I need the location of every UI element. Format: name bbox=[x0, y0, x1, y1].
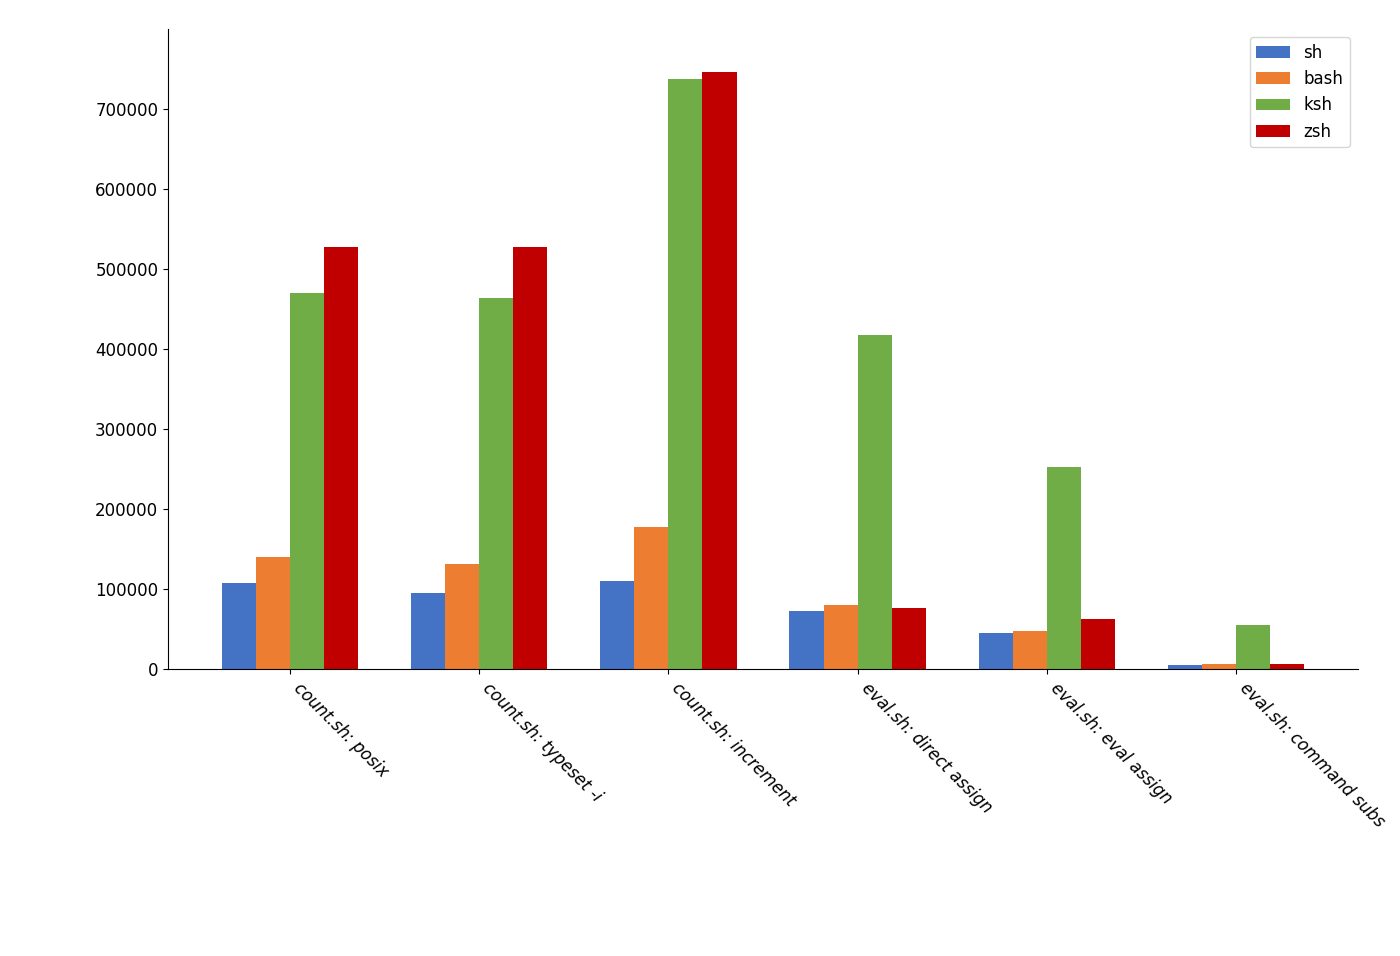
Bar bbox=[1047, 467, 1081, 669]
Bar bbox=[256, 557, 290, 669]
Bar bbox=[892, 608, 925, 669]
Legend: sh, bash, ksh, zsh: sh, bash, ksh, zsh bbox=[1250, 37, 1350, 147]
Bar bbox=[703, 72, 736, 669]
Bar bbox=[1168, 665, 1201, 669]
Bar bbox=[790, 611, 823, 669]
Bar bbox=[479, 298, 514, 669]
Bar bbox=[325, 248, 358, 669]
Bar bbox=[1236, 625, 1270, 669]
Bar bbox=[1081, 619, 1114, 669]
Bar bbox=[823, 605, 858, 669]
Bar bbox=[1270, 664, 1303, 669]
Bar bbox=[412, 593, 445, 669]
Bar bbox=[223, 583, 256, 669]
Bar bbox=[601, 581, 634, 669]
Bar bbox=[668, 79, 703, 669]
Bar bbox=[445, 563, 479, 669]
Bar bbox=[290, 293, 325, 669]
Bar bbox=[1201, 664, 1236, 669]
Bar bbox=[979, 633, 1012, 669]
Bar bbox=[514, 248, 547, 669]
Bar bbox=[858, 335, 892, 669]
Bar bbox=[634, 528, 668, 669]
Bar bbox=[1012, 631, 1047, 669]
